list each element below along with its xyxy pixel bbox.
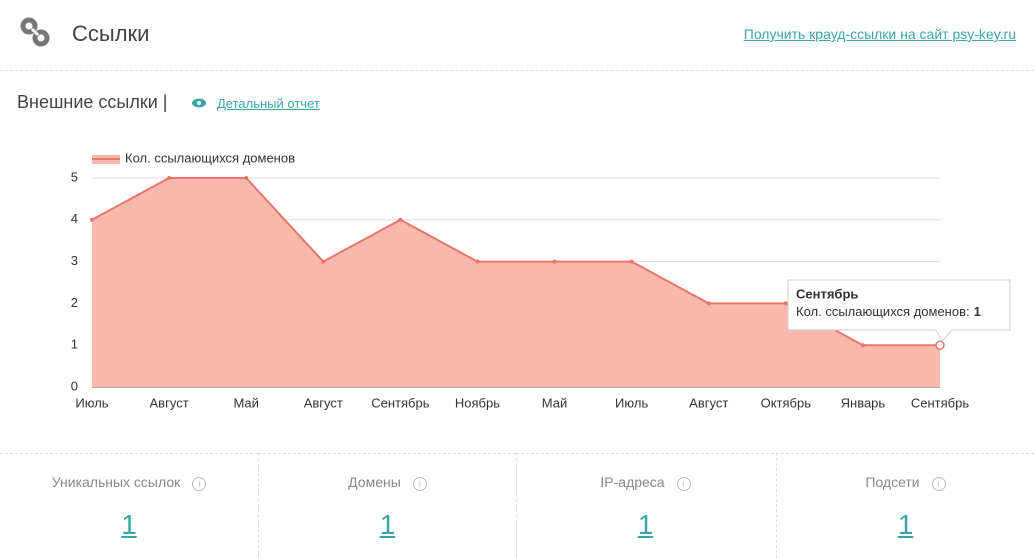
crowd-link[interactable]: Получить крауд-ссылки на сайт psy-key.ru xyxy=(743,26,1016,42)
tooltip-value: 1 xyxy=(974,304,981,319)
point xyxy=(552,259,557,264)
stat-label: IP-адреса i xyxy=(517,474,774,491)
point xyxy=(706,301,711,306)
stat: IP-адреса i 1 xyxy=(516,453,774,558)
eye-icon xyxy=(192,98,206,108)
y-tick-label: 1 xyxy=(71,337,78,352)
point xyxy=(321,259,326,264)
x-tick-label: Август xyxy=(689,395,728,410)
point xyxy=(860,343,865,348)
stat-value[interactable]: 1 xyxy=(379,509,396,540)
point xyxy=(90,217,94,222)
stat-label: Домены i xyxy=(259,474,516,491)
point xyxy=(629,259,634,264)
tooltip-title: Сентябрь xyxy=(796,286,858,301)
stat: Подсети i 1 xyxy=(776,453,1034,558)
x-tick-label: Ноябрь xyxy=(455,395,500,410)
y-tick-label: 2 xyxy=(71,295,78,310)
tooltip-label: Кол. ссылающихся доменов: xyxy=(796,304,970,319)
stat-label: Уникальных ссылок i xyxy=(0,474,258,491)
section-title: Внешние ссылки | xyxy=(17,92,168,112)
stat: Домены i 1 xyxy=(258,453,516,558)
x-tick-label: Сентябрь xyxy=(911,395,969,410)
y-tick-label: 0 xyxy=(71,378,78,393)
info-icon[interactable]: i xyxy=(931,477,946,491)
point xyxy=(167,176,172,180)
legend-label: Кол. ссылающихся доменов xyxy=(125,150,295,165)
info-icon[interactable]: i xyxy=(412,477,427,491)
stat-label: Подсети i xyxy=(777,474,1034,491)
page-title: Ссылки xyxy=(72,21,150,46)
x-tick-label: Январь xyxy=(841,395,886,410)
point xyxy=(783,301,788,306)
y-tick-label: 3 xyxy=(71,253,78,268)
link-icon xyxy=(20,17,50,47)
x-tick-label: Июль xyxy=(75,395,108,410)
x-tick-label: Октябрь xyxy=(761,395,812,410)
y-tick-label: 4 xyxy=(71,211,78,226)
area xyxy=(92,178,940,387)
stat-value[interactable]: 1 xyxy=(637,509,654,540)
y-tick-label: 5 xyxy=(71,169,78,184)
chart: 0 1 2 3 4 5 Июль Август Май Август Сентябрь Ноябрь М… xyxy=(71,150,1011,410)
tooltip-point xyxy=(935,340,945,350)
x-tick-label: Август xyxy=(150,395,189,410)
report-link[interactable]: Детальный отчет xyxy=(217,96,320,111)
x-tick-label: Сентябрь xyxy=(371,395,429,410)
stat-value[interactable]: 1 xyxy=(121,509,137,540)
stat: Уникальных ссылок i 1 xyxy=(0,453,258,558)
x-tick-label: Май xyxy=(233,395,258,410)
x-tick-label: Май xyxy=(542,395,567,410)
point xyxy=(244,176,249,180)
tooltip-text: Кол. ссылающихся доменов: 1 xyxy=(796,304,981,319)
x-tick-label: Июль xyxy=(615,395,648,410)
x-tick-label: Август xyxy=(304,395,343,410)
stat-value[interactable]: 1 xyxy=(897,509,914,540)
info-icon[interactable]: i xyxy=(676,477,691,491)
point xyxy=(398,217,403,222)
info-icon[interactable]: i xyxy=(192,477,207,491)
tooltip-box xyxy=(787,279,1011,343)
divider xyxy=(0,70,1034,71)
point xyxy=(475,259,480,264)
